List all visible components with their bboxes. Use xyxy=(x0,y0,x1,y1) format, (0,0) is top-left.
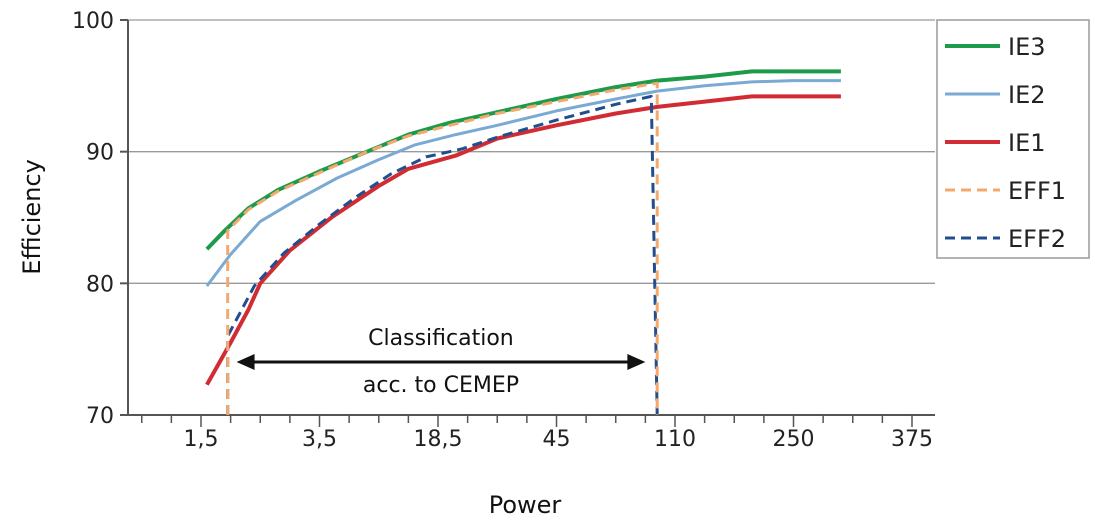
series-line-ie1 xyxy=(205,94,841,386)
series-line-ie2 xyxy=(205,79,841,287)
x-axis-title: Power xyxy=(489,491,562,519)
y-axis-title: Efficiency xyxy=(18,159,46,275)
series-lines xyxy=(205,69,841,416)
x-tick-labels: 1,5 3,5 18,5 45 110 250 375 xyxy=(141,415,933,452)
x-tick-label: 110 xyxy=(654,427,696,452)
legend-label-eff2: EFF2 xyxy=(1008,225,1066,253)
y-tick-labels: 70 80 90 100 xyxy=(72,9,128,429)
series-line-eff1 xyxy=(226,81,659,415)
arrow-head-left-icon xyxy=(236,354,255,370)
x-tick-label: 250 xyxy=(773,427,815,452)
annotation-line-1: Classification xyxy=(368,326,514,351)
x-tick-label: 18,5 xyxy=(414,427,463,452)
axes xyxy=(127,20,935,416)
annotation-line-2: acc. to CEMEP xyxy=(363,373,519,398)
arrow-head-right-icon xyxy=(627,354,646,370)
legend-label-ie1: IE1 xyxy=(1008,129,1046,157)
legend-label-eff1: EFF1 xyxy=(1008,177,1066,205)
x-tick-label: 45 xyxy=(543,427,571,452)
y-tick-label: 80 xyxy=(86,272,114,297)
legend-label-ie2: IE2 xyxy=(1008,81,1046,109)
y-tick-label: 70 xyxy=(86,404,114,429)
y-tick-label: 90 xyxy=(86,141,114,166)
grid-lines xyxy=(128,19,935,284)
series-line-eff2 xyxy=(226,94,659,416)
x-tick-label: 1,5 xyxy=(184,427,219,452)
legend-box xyxy=(936,19,1090,259)
cemep-annotation: Classification acc. to CEMEP xyxy=(236,326,646,398)
legend: IE3 IE2 IE1 EFF1 EFF2 xyxy=(936,19,1090,259)
x-tick-label: 375 xyxy=(891,427,933,452)
x-tick-label: 3,5 xyxy=(302,427,337,452)
y-tick-label: 100 xyxy=(72,9,114,34)
legend-label-ie3: IE3 xyxy=(1008,33,1046,61)
